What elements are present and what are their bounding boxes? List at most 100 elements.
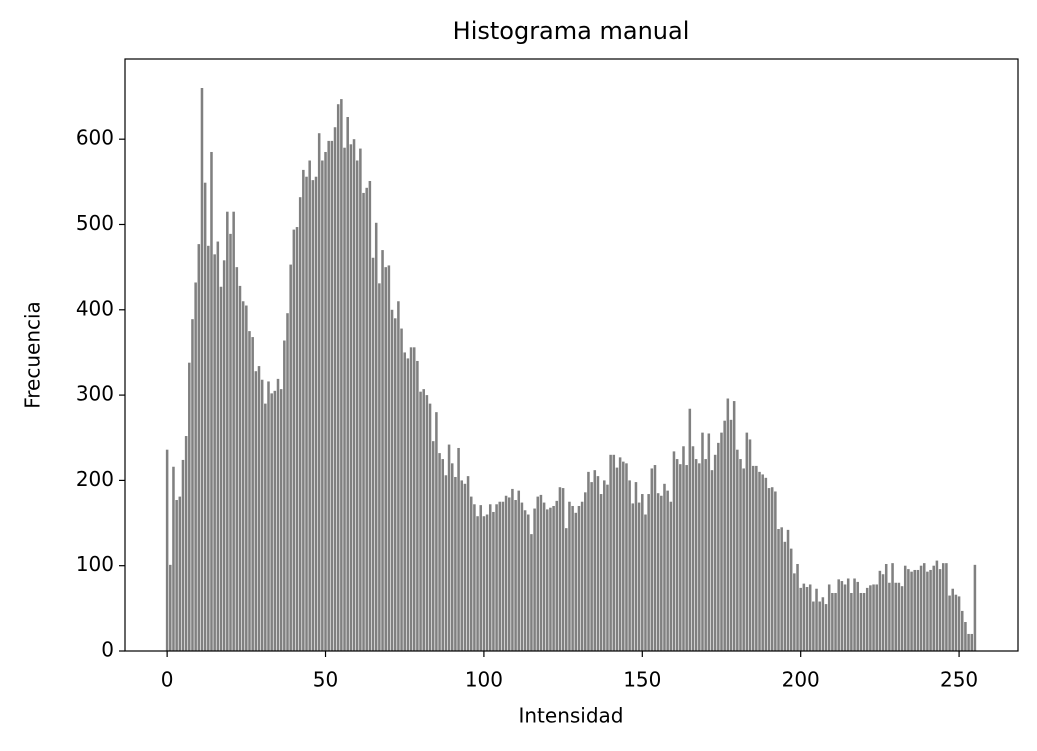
bar xyxy=(498,501,502,651)
bar xyxy=(951,588,955,651)
bar xyxy=(745,432,749,651)
bar xyxy=(222,260,226,651)
bar xyxy=(808,584,812,651)
bar xyxy=(793,573,796,651)
bar xyxy=(504,495,508,651)
bar xyxy=(679,464,682,651)
bar xyxy=(213,254,216,651)
bar xyxy=(400,328,403,651)
bar xyxy=(622,461,625,651)
bar xyxy=(916,569,920,651)
bar xyxy=(235,267,239,651)
bar xyxy=(260,379,264,651)
bar xyxy=(587,471,590,651)
bar xyxy=(526,514,530,651)
bar xyxy=(850,592,853,651)
bar xyxy=(454,476,457,651)
bar xyxy=(558,487,562,651)
bar xyxy=(178,496,182,651)
y-tick-label: 300 xyxy=(76,382,114,406)
bar xyxy=(846,578,850,651)
bar xyxy=(628,480,631,651)
bar xyxy=(948,595,951,651)
bar xyxy=(663,483,666,651)
bar xyxy=(869,585,872,651)
bar xyxy=(295,227,299,651)
bar xyxy=(799,587,802,651)
bar xyxy=(577,505,581,651)
bar xyxy=(973,564,977,651)
bar xyxy=(685,465,688,651)
bar xyxy=(682,446,685,651)
bar xyxy=(371,257,375,651)
bar xyxy=(438,453,441,651)
y-tick-label: 100 xyxy=(76,552,114,576)
bar xyxy=(802,583,806,651)
bar xyxy=(428,403,432,651)
bar xyxy=(200,88,204,652)
bar xyxy=(435,412,438,651)
bar xyxy=(707,433,711,651)
bar xyxy=(713,454,717,651)
bar xyxy=(384,267,387,651)
bar xyxy=(463,483,467,651)
bar xyxy=(599,494,603,651)
bar xyxy=(653,465,657,651)
y-tick-label: 500 xyxy=(76,211,114,235)
bar xyxy=(859,592,863,651)
y-tick-label: 0 xyxy=(101,638,114,662)
bar xyxy=(523,510,527,651)
bar xyxy=(821,597,825,651)
bar xyxy=(919,565,923,651)
bar xyxy=(210,151,213,651)
bar xyxy=(805,587,809,651)
bar xyxy=(732,401,736,651)
bar xyxy=(194,282,197,651)
bar xyxy=(229,233,232,652)
bar xyxy=(283,340,286,651)
bar xyxy=(403,352,406,651)
bar xyxy=(748,439,752,651)
bar xyxy=(777,529,780,651)
y-tick-label: 400 xyxy=(76,296,114,320)
bar xyxy=(618,457,622,651)
bar xyxy=(545,509,549,651)
bar xyxy=(542,502,546,651)
bar xyxy=(495,504,498,651)
bar xyxy=(888,582,891,651)
bar xyxy=(349,144,353,651)
bar xyxy=(181,459,185,651)
bar xyxy=(834,592,837,651)
bar xyxy=(555,500,559,651)
bar xyxy=(837,579,840,651)
bar xyxy=(704,459,707,651)
bar xyxy=(330,140,334,651)
bar xyxy=(843,584,847,651)
bar xyxy=(891,563,894,651)
bar xyxy=(520,502,524,651)
bar xyxy=(444,475,448,651)
x-tick-label: 250 xyxy=(940,668,978,692)
bar xyxy=(922,563,926,651)
bar xyxy=(530,534,533,651)
bar xyxy=(957,596,961,651)
bar xyxy=(336,104,340,651)
bar xyxy=(637,502,641,651)
bar xyxy=(824,604,828,651)
y-tick-label: 200 xyxy=(76,467,114,491)
bar xyxy=(216,241,220,651)
bar xyxy=(238,285,242,651)
bar xyxy=(457,447,460,651)
bar xyxy=(188,362,191,651)
bar xyxy=(872,584,875,651)
bar xyxy=(245,305,248,651)
x-tick-label: 100 xyxy=(465,668,503,692)
bar xyxy=(926,571,929,651)
bar xyxy=(232,211,235,651)
bar xyxy=(517,490,521,651)
bar xyxy=(257,366,261,651)
bar xyxy=(596,476,600,651)
x-tick-label: 150 xyxy=(623,668,661,692)
bar xyxy=(615,467,619,651)
bar xyxy=(447,444,451,651)
